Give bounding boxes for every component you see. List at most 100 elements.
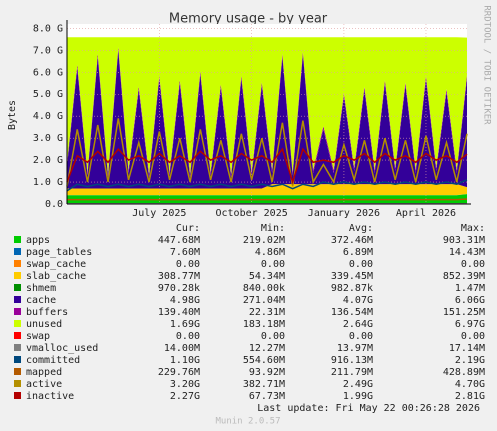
legend-value: 22.31M (249, 307, 285, 318)
area-series (67, 47, 467, 178)
legend-value: 54.34M (249, 271, 285, 282)
line-series (66, 147, 468, 185)
line-series (66, 118, 468, 187)
legend-value: 14.43M (449, 247, 485, 258)
area-series (67, 193, 467, 196)
legend-value: 4.98G (170, 295, 200, 306)
legend-swatch (14, 332, 21, 339)
legend-value: 382.71M (243, 379, 285, 390)
legend-swatch (14, 260, 21, 267)
legend-value: 13.97M (337, 343, 373, 354)
legend-value: 7.60M (170, 247, 200, 258)
legend-value: 0.00 (349, 259, 373, 270)
x-tick-label: July 2025 (132, 208, 186, 219)
line-series (67, 198, 468, 201)
legend-value: 447.68M (158, 235, 200, 246)
legend-value: 1.99G (343, 391, 373, 402)
legend-swatch (14, 368, 21, 375)
legend-swatch (14, 284, 21, 291)
legend-label: slab_cache (26, 271, 86, 282)
legend-value: 2.19G (455, 355, 485, 366)
legend-swatch (14, 296, 21, 303)
legend-swatch (14, 308, 21, 315)
legend-value: 1.69G (170, 319, 200, 330)
legend-swatch (14, 344, 21, 351)
legend-label: active (26, 379, 62, 390)
legend-value: 6.89M (343, 247, 373, 258)
legend-value: 219.02M (243, 235, 285, 246)
legend-value: 93.92M (249, 367, 285, 378)
legend-value: 554.60M (243, 355, 285, 366)
legend-value: 2.64G (343, 319, 373, 330)
area-series (67, 184, 467, 196)
legend-value: 17.14M (449, 343, 485, 354)
x-tick-label: April 2026 (396, 208, 456, 219)
legend-header: Max: (461, 223, 485, 234)
legend-value: 0.00 (176, 259, 200, 270)
legend-value: 136.54M (331, 307, 373, 318)
legend-value: 2.49G (343, 379, 373, 390)
legend-value: 14.00M (164, 343, 200, 354)
area-series (67, 184, 467, 189)
chart-title: Memory usage - by year (169, 12, 328, 27)
legend-value: 2.27G (170, 391, 200, 402)
y-tick-label: 8.0 G (33, 23, 63, 34)
legend-header: Avg: (349, 223, 373, 234)
legend-swatch (14, 272, 21, 279)
legend-value: 982.87k (331, 283, 373, 294)
legend-value: 3.20G (170, 379, 200, 390)
footer: Last update: Fri May 22 00:26:28 2026 (257, 403, 480, 414)
y-tick-label: 2.0 G (33, 155, 63, 166)
legend-value: 12.27M (249, 343, 285, 354)
legend-label: swap_cache (26, 259, 86, 270)
legend-value: 339.45M (331, 271, 373, 282)
legend-value: 67.73M (249, 391, 285, 402)
legend-label: apps (26, 235, 50, 246)
legend-label: page_tables (26, 247, 92, 258)
legend-value: 2.81G (455, 391, 485, 402)
legend-label: buffers (26, 307, 68, 318)
legend-value: 271.04M (243, 295, 285, 306)
legend-value: 1.10G (170, 355, 200, 366)
y-tick-label: 7.0 G (33, 45, 63, 56)
legend-swatch (14, 392, 21, 399)
legend-label: cache (26, 295, 56, 306)
x-tick-label: January 2026 (308, 208, 380, 219)
legend-label: swap (26, 331, 50, 342)
legend-value: 211.79M (331, 367, 373, 378)
legend-label: inactive (26, 391, 74, 402)
watermark: RRDTOOL / TOBI OETIKER (482, 5, 492, 125)
y-tick-label: 4.0 G (33, 111, 63, 122)
legend-value: 151.25M (443, 307, 485, 318)
legend-label: mapped (26, 367, 62, 378)
y-tick-label: 5.0 G (33, 89, 63, 100)
line-series (66, 179, 468, 192)
area-series (67, 37, 467, 175)
legend-value: 0.00 (261, 259, 285, 270)
legend-value: 4.70G (455, 379, 485, 390)
legend-header: Min: (261, 223, 285, 234)
legend-header: Cur: (176, 223, 200, 234)
legend-value: 0.00 (461, 259, 485, 270)
legend-value: 372.46M (331, 235, 373, 246)
legend-label: committed (26, 355, 80, 366)
y-tick-label: 1.0 G (33, 177, 63, 188)
legend-value: 183.18M (243, 319, 285, 330)
legend-swatch (14, 356, 21, 363)
legend-value: 308.77M (158, 271, 200, 282)
legend-value: 4.86M (255, 247, 285, 258)
legend-label: shmem (26, 283, 56, 294)
legend-value: 229.76M (158, 367, 200, 378)
legend-label: vmalloc_used (26, 343, 98, 354)
version: Munin 2.0.57 (215, 417, 280, 427)
legend-value: 6.06G (455, 295, 485, 306)
legend-swatch (14, 236, 21, 243)
y-tick-label: 3.0 G (33, 133, 63, 144)
legend-value: 0.00 (176, 331, 200, 342)
legend-value: 6.97G (455, 319, 485, 330)
legend-label: unused (26, 319, 62, 330)
y-axis-label: Bytes (7, 100, 18, 130)
legend-value: 0.00 (261, 331, 285, 342)
x-tick-label: October 2025 (215, 208, 287, 219)
y-tick-label: 6.0 G (33, 67, 63, 78)
